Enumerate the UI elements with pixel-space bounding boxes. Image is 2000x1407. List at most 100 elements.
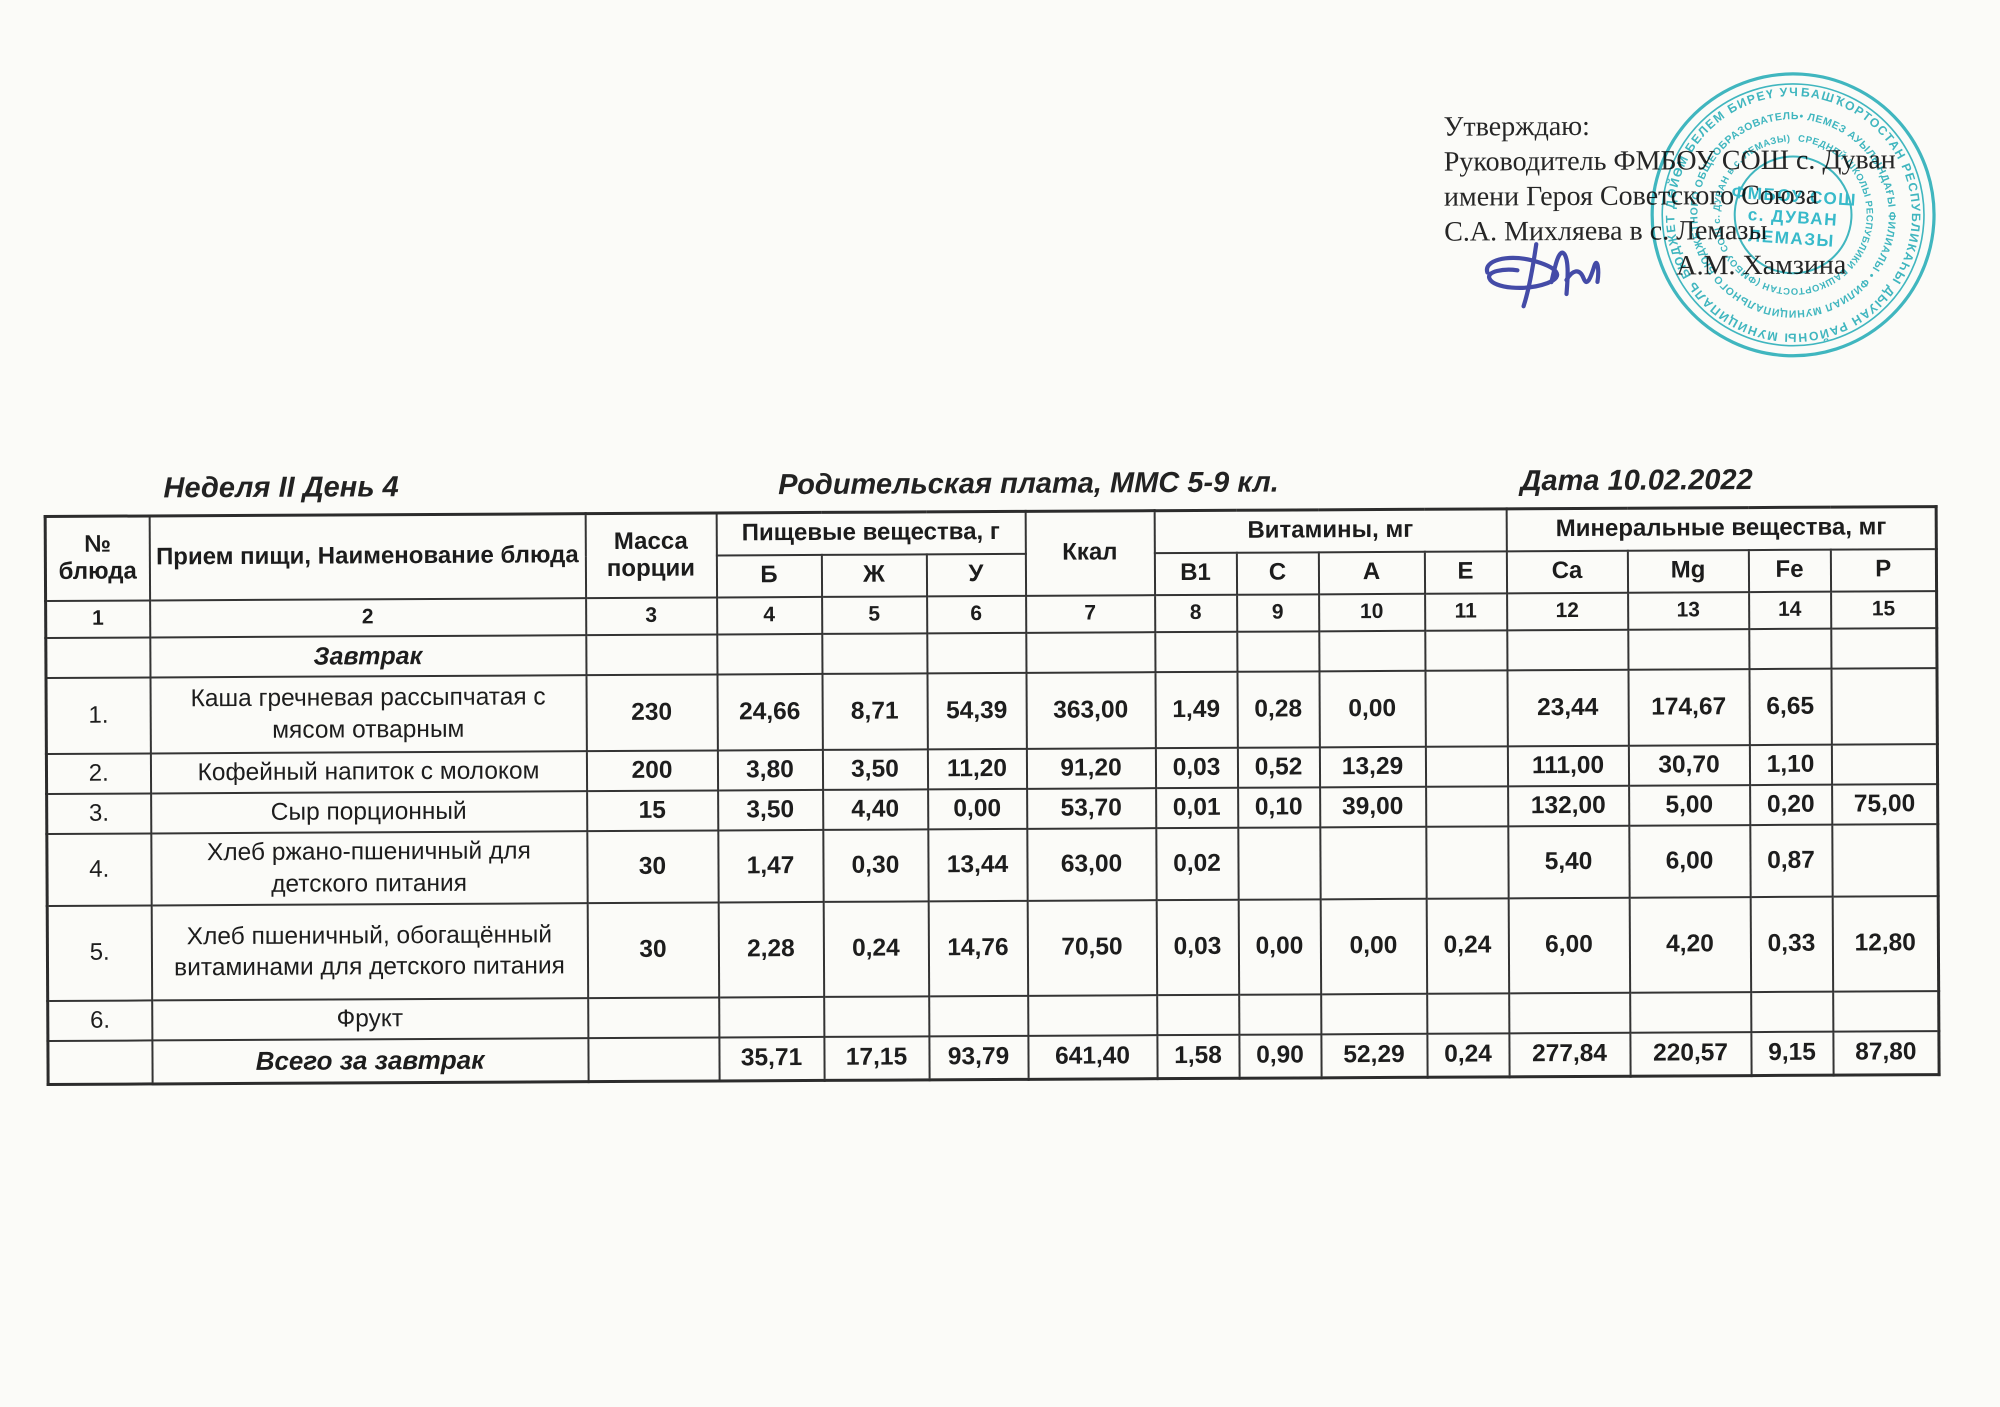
value-cell: 132,00 [1507,785,1629,826]
value-cell: 30,70 [1628,744,1750,786]
value-cell: 30 [587,901,719,998]
value-cell: 230 [585,673,718,751]
column-number: 15 [1830,590,1937,629]
value-cell [1748,628,1832,669]
column-number: 1 [45,599,150,638]
value-cell: 23,44 [1507,669,1629,746]
value-cell: 0,52 [1237,746,1320,788]
value-cell: 0,30 [822,828,929,902]
value-cell: 1,47 [717,829,824,902]
value-cell: 5,40 [1507,825,1630,898]
col-header-vitamins-group: Витамины, мг [1154,508,1507,553]
section-label: Завтрак [149,634,586,677]
value-cell [1156,994,1239,1035]
table-row: 1. Каша гречневая рассыпчатая с мясом от… [45,667,1938,754]
value-cell [1506,629,1629,670]
value-cell: 70,50 [1027,899,1157,996]
dish-number-cell: 6. [47,999,152,1041]
dish-number-cell: 4. [46,832,152,906]
value-cell: 0,33 [1750,896,1833,992]
value-cell: 13,29 [1319,746,1426,787]
col-header-a: А [1318,551,1425,594]
value-cell: 39,00 [1319,786,1426,827]
value-cell: 0,90 [1238,1033,1322,1079]
column-number: 3 [585,596,717,635]
col-header-protein: Б [716,554,822,597]
value-cell [716,633,822,674]
date-label: Дата 10.02.2022 [1520,464,1753,498]
col-header-carbs: У [926,553,1026,596]
value-cell: 0,87 [1749,824,1833,897]
column-number: 2 [149,597,586,637]
value-cell: 17,15 [823,1035,930,1081]
value-cell: 0,24 [1426,897,1509,994]
value-cell: 15 [586,789,718,831]
value-cell [1236,630,1320,672]
value-cell: 174,67 [1628,668,1750,746]
menu-table: № блюда Прием пищи, Наименование блюда М… [43,505,1941,1086]
value-cell: 3,80 [717,749,823,790]
value-cell: 53,70 [1026,787,1156,829]
column-number: 10 [1318,593,1425,631]
value-cell: 0,02 [1155,827,1239,900]
value-cell: 3,50 [717,789,823,830]
value-cell: 277,84 [1508,1032,1631,1077]
col-header-fat: Ж [821,553,927,597]
value-cell: 0,03 [1155,747,1238,788]
value-cell [1831,743,1938,785]
value-cell [1425,745,1508,787]
col-header-e: Е [1424,550,1507,594]
value-cell: 91,20 [1026,747,1156,789]
value-cell [1425,825,1509,899]
dish-number-cell [47,1039,153,1085]
col-header-kcal: Ккал [1025,510,1155,596]
value-cell [1508,992,1630,1033]
value-cell: 93,79 [928,1035,1029,1080]
week-day-label: Неделя II День 4 [163,471,399,505]
value-cell: 14,76 [928,900,1028,996]
value-cell: 35,71 [718,1036,825,1081]
value-cell [823,995,929,1037]
stamp-center-line: ЛЕМАЗЫ [1748,226,1836,251]
value-cell: 24,66 [716,673,823,750]
column-number: 8 [1154,594,1237,632]
value-cell: 4,20 [1629,896,1751,993]
value-cell [1832,990,1939,1032]
table-row: 4. Хлеб ржано-пшеничный для детского пит… [46,823,1939,906]
value-cell: 52,29 [1320,1033,1428,1078]
value-cell: 220,57 [1629,1031,1752,1077]
value-cell: 6,00 [1508,897,1630,993]
value-cell: 13,44 [927,828,1028,901]
col-header-portion-mass: Масса порции [585,512,717,598]
value-cell: 0,10 [1237,786,1320,828]
value-cell [1424,629,1508,671]
value-cell: 2,28 [718,901,824,997]
value-cell: 6,00 [1628,824,1751,898]
value-cell: 6,65 [1749,668,1832,745]
col-header-dish-number: № блюда [45,515,150,601]
value-cell: 0,00 [1319,670,1426,747]
value-cell: 9,15 [1750,1031,1834,1076]
value-cell: 54,39 [926,672,1027,749]
value-cell: 1,58 [1156,1034,1240,1079]
column-number: 13 [1627,591,1749,630]
dish-number-cell: 3. [46,792,151,834]
value-cell: 0,20 [1749,784,1832,825]
col-header-p: P [1830,548,1937,592]
column-number: 7 [1025,594,1155,633]
column-number: 14 [1748,591,1831,629]
dish-name-cell: Фрукт [151,997,588,1040]
table-row: 5. Хлеб пшеничный, обогащённый витаминам… [47,895,1939,1001]
value-cell [1831,823,1939,897]
value-cell: 63,00 [1026,827,1157,901]
value-cell: 87,80 [1832,1030,1940,1076]
value-cell: 75,00 [1831,783,1938,825]
column-number: 6 [926,595,1026,633]
dish-name-cell: Хлеб ржано-пшеничный для детского питани… [150,830,588,905]
value-cell: 8,71 [821,672,928,750]
value-cell [1025,631,1156,673]
value-cell: 0,00 [1320,898,1427,994]
dish-number-cell [45,636,150,678]
value-cell: 641,40 [1027,1034,1158,1080]
value-cell: 0,00 [927,788,1027,829]
